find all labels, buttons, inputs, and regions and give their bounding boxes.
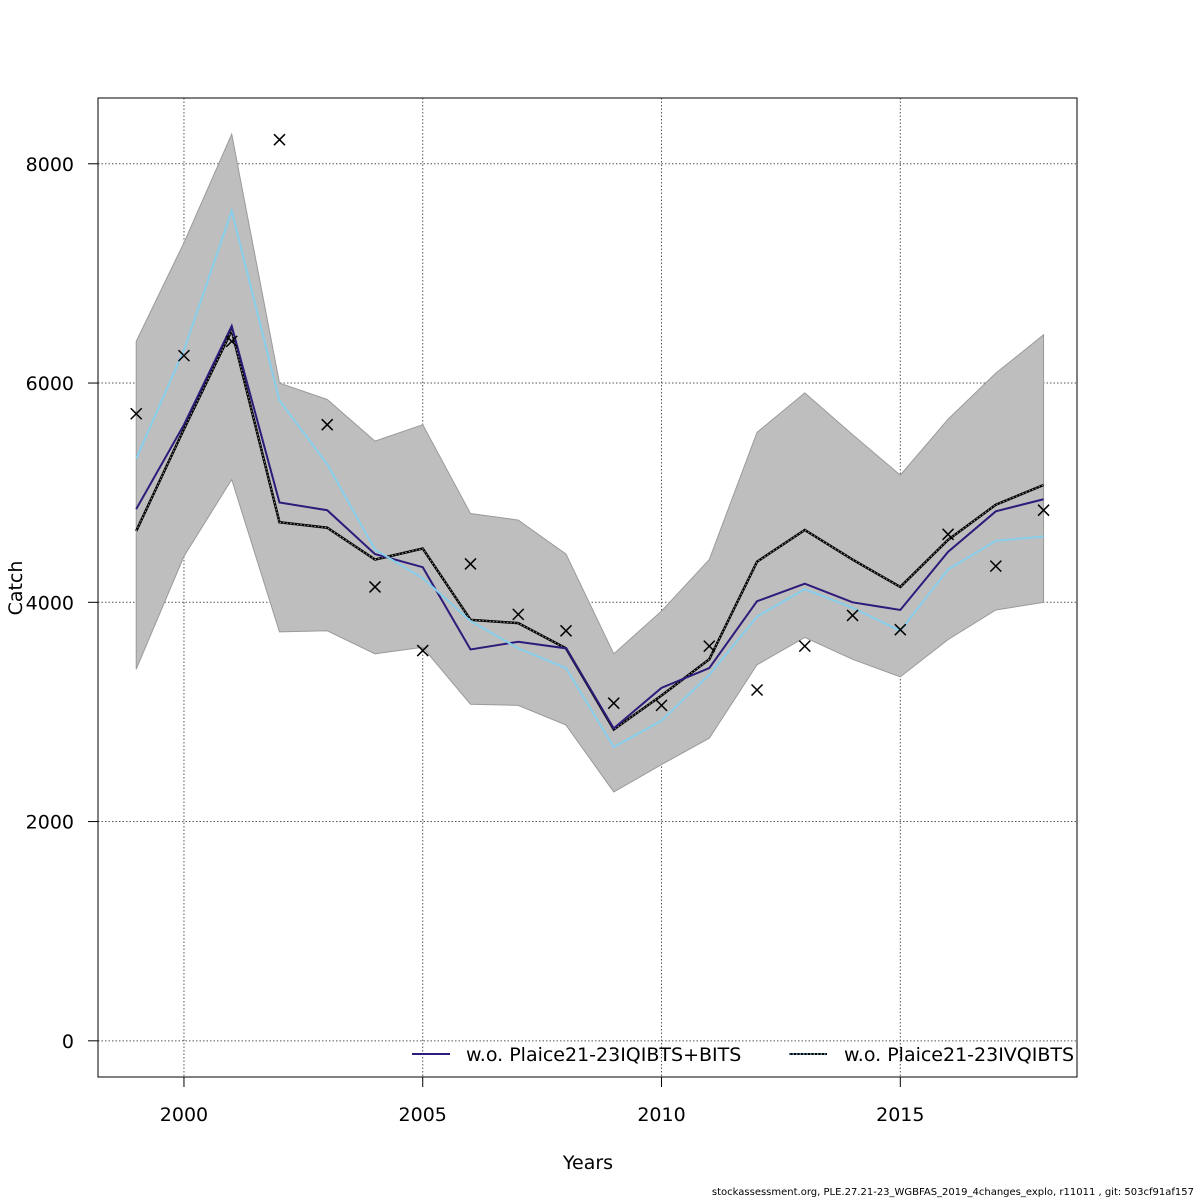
x-tick-label-2010: 2010 <box>637 1104 685 1126</box>
legend-label-1: w.o. Plaice21-23IQIBTS+BITS <box>466 1044 741 1066</box>
observation-point-2000 <box>177 349 190 362</box>
observation-point-2002 <box>273 133 286 146</box>
observation-point-2016 <box>942 528 955 541</box>
observation-point-2012 <box>751 683 764 697</box>
observation-point-2010 <box>655 699 668 712</box>
observation-point-2011 <box>703 640 716 653</box>
observation-point-2008 <box>559 624 573 637</box>
legend: current w.o. Plaice21-23IQIBTS+BITS w.o. P… <box>0 1044 1074 1066</box>
x-axis-ticks: 2000 2005 2010 2015 <box>160 1077 924 1126</box>
confidence-band <box>135 132 1045 793</box>
legend-entry-0: current <box>0 1044 41 1066</box>
observation-point-2009 <box>607 697 620 710</box>
observation-point-2013 <box>798 640 811 653</box>
legend-entry-1: w.o. Plaice21-23IQIBTS+BITS <box>412 1044 741 1066</box>
y-tick-label-6000: 6000 <box>26 373 74 395</box>
observation-point-2007 <box>512 608 525 621</box>
y-tick-label-0: 0 <box>62 1031 74 1053</box>
x-tick-label-2005: 2005 <box>399 1104 447 1126</box>
x-axis-title: Years <box>562 1152 613 1174</box>
series-line-2 <box>135 207 1044 749</box>
legend-label-2: w.o. Plaice21-23IVQIBTS <box>844 1044 1074 1066</box>
observation-point-2003 <box>321 418 334 431</box>
plot-area <box>130 132 1050 793</box>
y-tick-label-2000: 2000 <box>26 812 74 834</box>
x-tick-label-2000: 2000 <box>160 1104 208 1126</box>
x-tick-label-2015: 2015 <box>876 1104 924 1126</box>
observation-point-1999 <box>130 407 143 420</box>
observation-point-2005 <box>416 644 429 657</box>
observation-point-2014 <box>846 609 859 622</box>
legend-entry-2: w.o. Plaice21-23IVQIBTS <box>789 1044 1074 1066</box>
observation-point-2006 <box>464 557 477 570</box>
series-line-1 <box>135 323 1044 730</box>
observation-point-2015 <box>894 623 907 636</box>
footer-note: stockassessment.org, PLE.27.21-23_WGBFAS… <box>711 1187 1194 1198</box>
observation-point-2018 <box>1037 504 1050 517</box>
observation-point-2017 <box>989 560 1002 573</box>
y-tick-label-8000: 8000 <box>26 154 74 176</box>
legend-label-0: current <box>0 1044 41 1066</box>
observation-point-2004 <box>368 580 382 593</box>
y-axis-ticks: 0 2000 4000 6000 8000 <box>26 154 98 1053</box>
y-axis-title: Catch <box>5 561 27 616</box>
y-tick-label-4000: 4000 <box>26 592 74 614</box>
observation-point-2001 <box>225 335 238 348</box>
plot-frame <box>97 97 1078 1078</box>
